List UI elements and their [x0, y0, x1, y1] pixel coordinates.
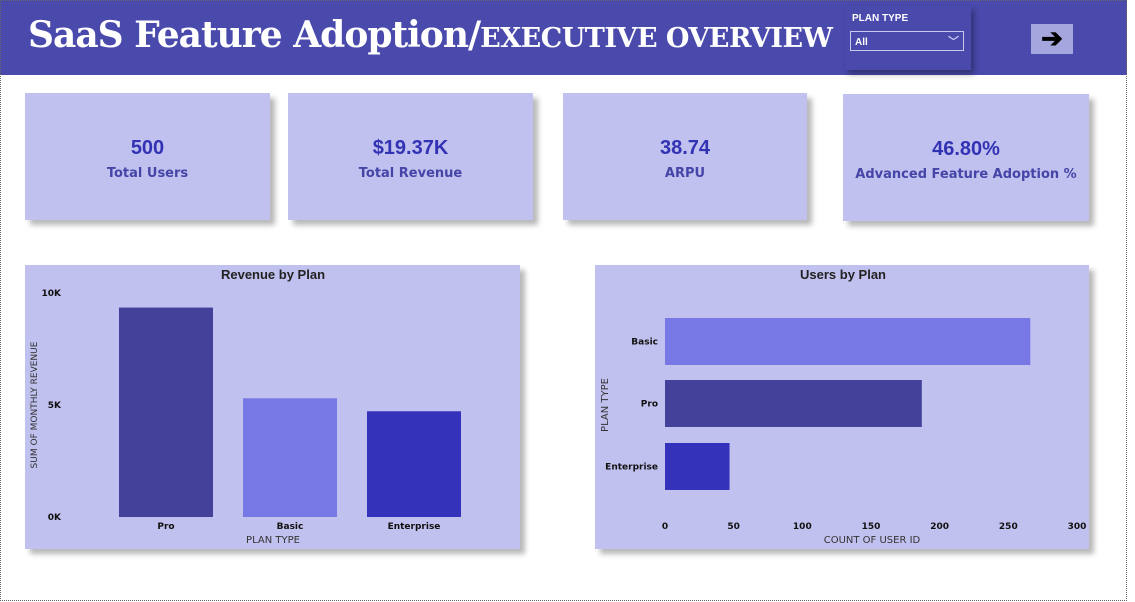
- bar-enterprise: [367, 411, 461, 517]
- x-tick-label: 200: [930, 522, 949, 532]
- header-bar: SaaS Feature Adoption/EXECUTIVE OVERVIEW…: [0, 0, 1127, 75]
- kpi-value: 500: [130, 137, 165, 159]
- y-tick-label: Enterprise: [605, 463, 658, 473]
- revenue-by-plan-chart: Revenue by Plan 0K 5K 10K Pro Basic Enterprise…: [25, 265, 520, 549]
- bar-basic: [665, 318, 1031, 365]
- x-tick-label: 0: [662, 522, 668, 532]
- bar-pro: [119, 307, 213, 517]
- page-title: SaaS Feature Adoption/EXECUTIVE OVERVIEW: [28, 14, 833, 56]
- y-tick-label: Pro: [641, 400, 658, 410]
- y-axis-label: PLAN TYPE: [600, 378, 611, 432]
- kpi-card-arpu: 38.74 ARPU: [563, 93, 807, 220]
- users-by-plan-chart: Users by Plan Basic Pro Enterprise 0 50 100 150…: [595, 265, 1089, 549]
- kpi-label: Total Users: [106, 166, 189, 181]
- next-page-button[interactable]: ➔: [1031, 24, 1073, 54]
- chart-title: Users by Plan: [800, 267, 886, 282]
- bar-basic: [243, 398, 337, 517]
- x-axis-label: COUNT OF USER ID: [824, 535, 921, 546]
- y-axis-label: SUM OF MONTHLY REVENUE: [30, 341, 40, 468]
- kpi-value: 46.80%: [932, 138, 1000, 160]
- y-tick-label: 5K: [48, 401, 62, 411]
- dropdown-value: All: [855, 37, 868, 48]
- x-tick-label: 300: [1068, 522, 1087, 532]
- x-axis-label: PLAN TYPE: [246, 535, 300, 546]
- x-tick-label: Pro: [157, 522, 174, 532]
- y-tick-label: Basic: [631, 338, 658, 348]
- chart-title: Revenue by Plan: [221, 267, 325, 282]
- plan-type-dropdown[interactable]: All ﹀: [850, 31, 964, 51]
- x-tick-label: 100: [793, 522, 812, 532]
- x-tick-label: 250: [999, 522, 1018, 532]
- kpi-label: Total Revenue: [358, 166, 463, 181]
- kpi-card-total-revenue: $19.37K Total Revenue: [288, 93, 533, 220]
- kpi-card-total-users: 500 Total Users: [25, 93, 270, 220]
- kpi-card-advanced-adoption: 46.80% Advanced Feature Adoption %: [843, 94, 1089, 221]
- x-tick-label: 50: [727, 522, 740, 532]
- x-tick-label: Basic: [277, 522, 304, 532]
- y-tick-label: 0K: [48, 513, 62, 523]
- kpi-label: Advanced Feature Adoption %: [855, 167, 1077, 182]
- y-tick-label: 10K: [42, 289, 63, 299]
- title-main: SaaS Feature Adoption/: [28, 14, 481, 56]
- kpi-value: $19.37K: [372, 137, 449, 159]
- slicer-label: PLAN TYPE: [852, 13, 909, 24]
- kpi-value: 38.74: [659, 137, 711, 159]
- title-sub: EXECUTIVE OVERVIEW: [480, 23, 833, 54]
- bar-pro: [665, 380, 922, 427]
- x-tick-label: Enterprise: [388, 522, 441, 532]
- chevron-down-icon: ﹀: [948, 36, 959, 48]
- plan-type-slicer: PLAN TYPE All ﹀: [845, 6, 971, 70]
- bar-enterprise: [665, 443, 730, 490]
- x-tick-label: 150: [862, 522, 881, 532]
- arrow-right-icon: ➔: [1041, 23, 1063, 53]
- kpi-label: ARPU: [664, 166, 706, 181]
